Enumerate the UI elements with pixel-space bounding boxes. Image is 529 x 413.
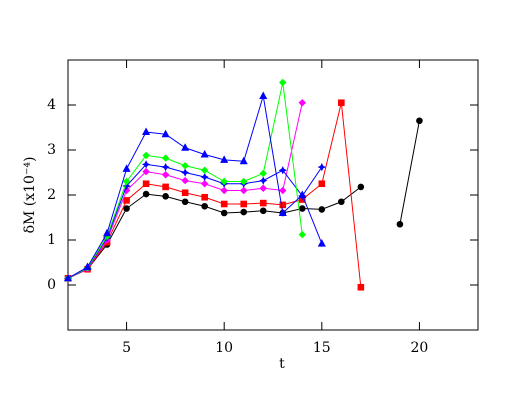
point [162,193,169,200]
point [259,91,268,99]
point [161,154,170,162]
y-tick-label: 4 [47,97,56,113]
point [279,201,287,209]
point [181,198,189,206]
point [161,162,170,172]
point [142,127,151,135]
point [357,283,365,291]
point [103,228,112,237]
point [220,155,229,163]
plot-frame [67,59,479,331]
point [338,198,345,206]
point [220,209,228,217]
point [83,262,92,270]
point [298,205,306,212]
y-tick-label: 0 [47,277,56,293]
point [298,99,306,107]
point [317,239,326,247]
point [318,180,326,188]
point [259,199,267,207]
point [239,156,248,165]
point [200,149,209,158]
point [240,177,248,186]
point [279,78,287,87]
point [240,186,248,195]
point [259,184,267,192]
x-tick-label: 15 [313,340,331,356]
point [161,129,170,138]
point [122,164,131,172]
point [416,117,423,125]
point [142,167,150,176]
x-axis-label: t [279,356,285,372]
point [220,186,228,195]
point [259,169,267,178]
point [357,183,365,191]
point [200,166,209,174]
point [181,143,190,151]
x-tick-label: 20 [411,340,429,356]
point [141,160,151,169]
point [396,220,404,228]
point [278,208,287,216]
point [63,273,73,282]
point [240,200,248,208]
point [259,176,268,185]
y-tick-label: 1 [47,232,56,248]
point [240,208,248,216]
point [122,177,131,186]
series-line [68,102,362,288]
point [298,230,306,239]
series-line [68,163,323,279]
point [200,180,209,188]
x-tick-label: 10 [215,340,233,356]
point [123,205,130,212]
point [200,172,209,182]
point [298,190,307,198]
point [162,183,169,191]
point [317,162,326,172]
series-line [68,120,420,279]
point [259,207,267,215]
point [123,197,130,204]
point [181,168,190,177]
point [142,190,150,198]
point [181,176,189,185]
point [220,177,228,186]
point [278,166,287,175]
x-tick-label: 5 [122,340,131,356]
point [279,186,287,195]
y-tick-label: 2 [47,187,56,203]
point [220,200,228,208]
point [201,193,208,201]
point [318,206,326,213]
y-tick-label: 3 [47,142,56,158]
point [181,189,189,197]
point [338,99,345,107]
point [161,171,170,179]
point [181,162,189,170]
point [142,180,150,188]
point [201,202,208,210]
point [142,151,150,160]
y-axis-label: δM (x10⁻⁴) [22,157,38,234]
series-line [68,95,323,279]
